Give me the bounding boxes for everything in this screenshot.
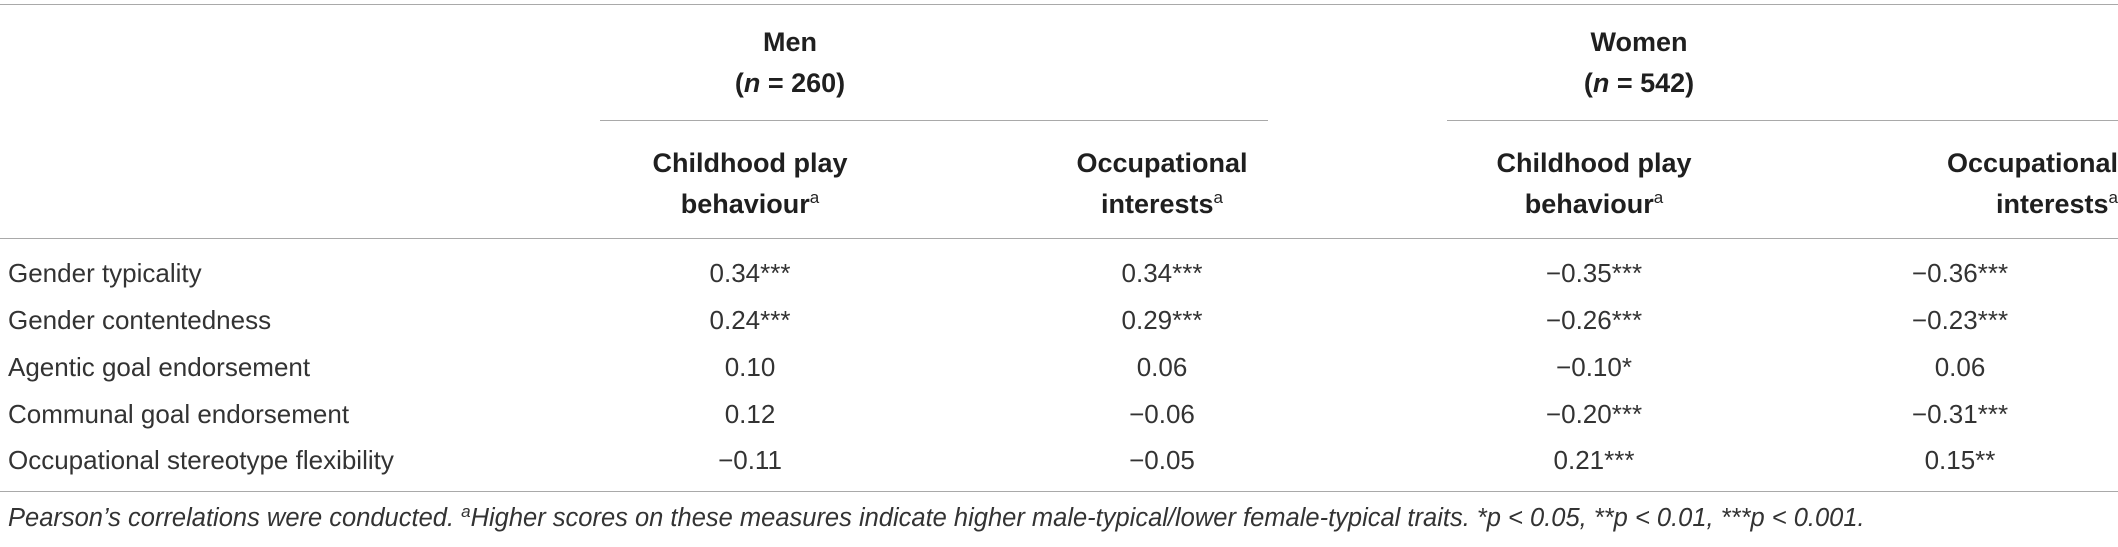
table-cell: −0.36*** xyxy=(1911,258,2009,288)
group-label: Men xyxy=(763,27,817,57)
column-header-line2: interestsa xyxy=(1995,188,2118,219)
n-symbol: n xyxy=(743,68,761,98)
table-cell: −0.06 xyxy=(1129,399,1195,429)
table-cell: 0.06 xyxy=(1136,352,1188,382)
table-cell: 0.06 xyxy=(1934,352,1986,382)
table-cell: −0.05 xyxy=(1129,445,1195,475)
table-cell: 0.34*** xyxy=(709,258,791,288)
row-label: Communal goal endorsement xyxy=(8,399,350,429)
table-cell: 0.29*** xyxy=(1121,305,1203,335)
table-cell: −0.23*** xyxy=(1911,305,2009,335)
group-sample-size: (n = 260) xyxy=(734,68,846,98)
column-header-line1: Occupational xyxy=(1076,148,1248,178)
row-label: Gender contentedness xyxy=(8,305,272,335)
row-label: Agentic goal endorsement xyxy=(8,352,311,382)
n-value: = 260 xyxy=(767,68,837,98)
women-group-underline xyxy=(1447,120,2118,121)
table-cell: 0.10 xyxy=(724,352,776,382)
column-header-men-interests: Occupational interestsa xyxy=(1012,143,1312,225)
group-sample-size: (n = 542) xyxy=(1583,68,1695,98)
column-header-line2: interestsa xyxy=(1100,188,1224,219)
table-cell: 0.12 xyxy=(724,399,776,429)
group-header-men: Men (n = 260) xyxy=(600,22,980,104)
row-label: Gender typicality xyxy=(8,258,202,288)
n-value: = 542 xyxy=(1616,68,1686,98)
column-header-women-interests: Occupational interestsa xyxy=(1818,143,2118,225)
table-cell: −0.31*** xyxy=(1911,399,2009,429)
table-cell: 0.34*** xyxy=(1121,258,1203,288)
n-symbol: n xyxy=(1592,68,1610,98)
table-cell: 0.15** xyxy=(1924,445,1996,475)
table-bottom-rule xyxy=(0,491,2118,492)
footnote-marker: a xyxy=(2108,188,2118,207)
table-footnote: Pearson’s correlations were conducted. a… xyxy=(8,502,1865,534)
footnote-marker: a xyxy=(1213,188,1224,207)
group-header-women: Women (n = 542) xyxy=(1449,22,1829,104)
footnote-marker: a xyxy=(809,188,820,207)
footnote-marker: a xyxy=(1653,188,1664,207)
table-cell: 0.24*** xyxy=(709,305,791,335)
table-cell: −0.35*** xyxy=(1545,258,1643,288)
column-header-line1: Childhood play xyxy=(1496,148,1692,178)
men-group-underline xyxy=(600,120,1268,121)
table-cell: −0.11 xyxy=(718,445,782,475)
column-header-men-play: Childhood play behavioura xyxy=(600,143,900,225)
table-cell: 0.21*** xyxy=(1553,445,1635,475)
group-label: Women xyxy=(1590,27,1688,57)
table-cell: −0.26*** xyxy=(1545,305,1643,335)
table-cell: −0.20*** xyxy=(1545,399,1643,429)
footnote-marker: a xyxy=(461,502,471,521)
column-header-line2: behavioura xyxy=(1524,188,1664,219)
row-label: Occupational stereotype flexibility xyxy=(8,445,394,475)
footnote-text-part2: Higher scores on these measures indicate… xyxy=(470,504,1865,532)
top-rule xyxy=(0,4,2118,5)
column-header-women-play: Childhood play behavioura xyxy=(1444,143,1744,225)
column-header-line1: Occupational xyxy=(1946,148,2118,178)
column-header-line1: Childhood play xyxy=(652,148,848,178)
column-header-line2: behavioura xyxy=(680,188,820,219)
table-cell: −0.10* xyxy=(1556,352,1632,382)
footnote-text-part1: Pearson’s correlations were conducted. xyxy=(8,504,462,532)
header-bottom-rule xyxy=(0,238,2118,239)
